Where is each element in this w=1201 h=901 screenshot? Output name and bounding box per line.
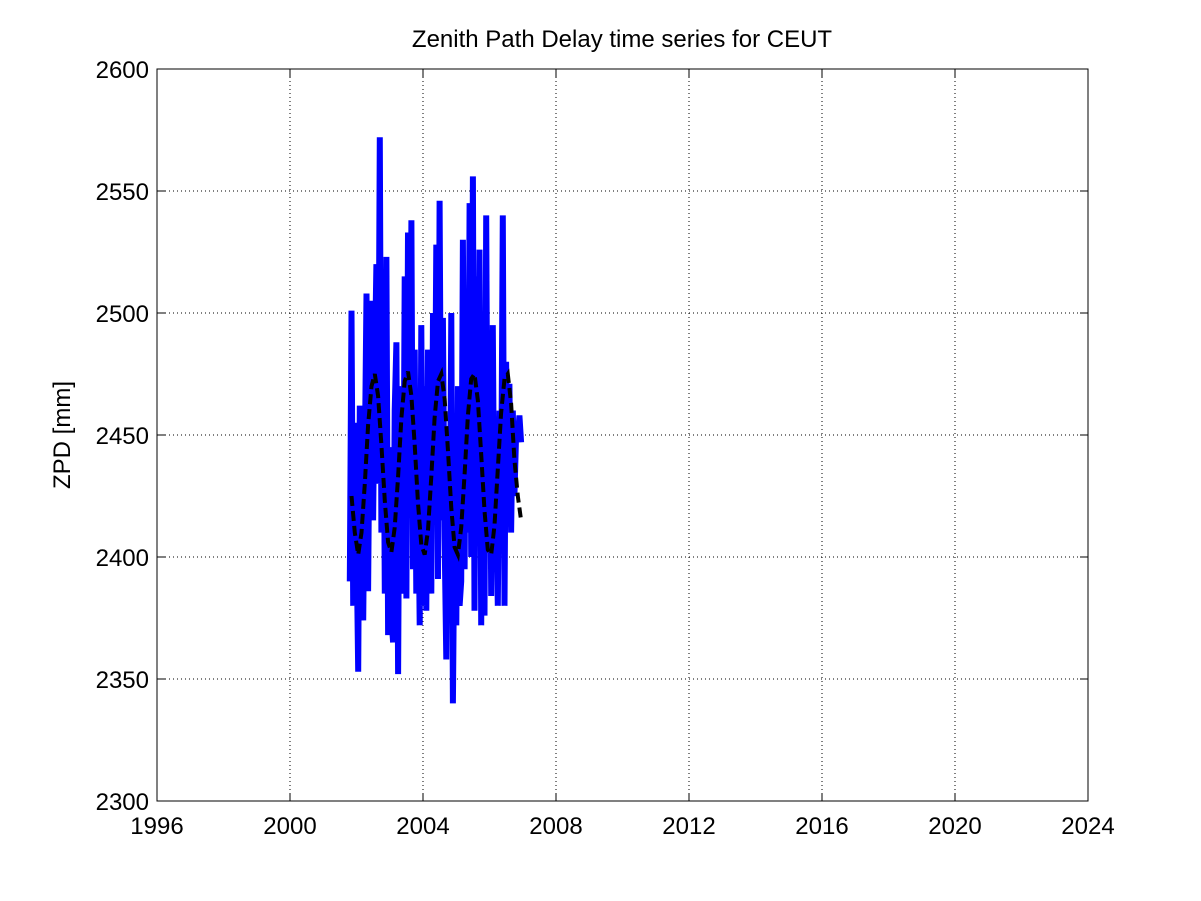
seasonal-fit-line xyxy=(349,366,524,562)
series-layer xyxy=(346,137,525,704)
y-tick-label: 2450 xyxy=(96,423,149,450)
y-tick-label: 2300 xyxy=(96,789,149,816)
plot-frame xyxy=(156,68,1089,802)
y-tick-label: 2500 xyxy=(96,301,149,328)
grid-layer xyxy=(157,69,1088,801)
x-tick-label: 2008 xyxy=(529,813,582,840)
x-tick-label: 1996 xyxy=(130,813,183,840)
x-tick-label: 2004 xyxy=(396,813,449,840)
x-tick-label: 2016 xyxy=(795,813,848,840)
x-tick-label: 2012 xyxy=(662,813,715,840)
y-tick-label: 2550 xyxy=(96,179,149,206)
y-axis-label: ZPD [mm] xyxy=(49,381,76,489)
tick-layer: 1996 2000 2004 2008 2012 2016 2020 2024 2300 2350… xyxy=(96,57,1115,840)
x-tick-label: 2024 xyxy=(1061,813,1114,840)
y-tick-label: 2400 xyxy=(96,545,149,572)
x-tick-label: 2020 xyxy=(928,813,981,840)
y-tick-label: 2600 xyxy=(96,57,149,84)
chart-title: Zenith Path Delay time series for CEUT xyxy=(412,26,832,53)
y-tick-label: 2350 xyxy=(96,667,149,694)
x-tick-label: 2000 xyxy=(263,813,316,840)
